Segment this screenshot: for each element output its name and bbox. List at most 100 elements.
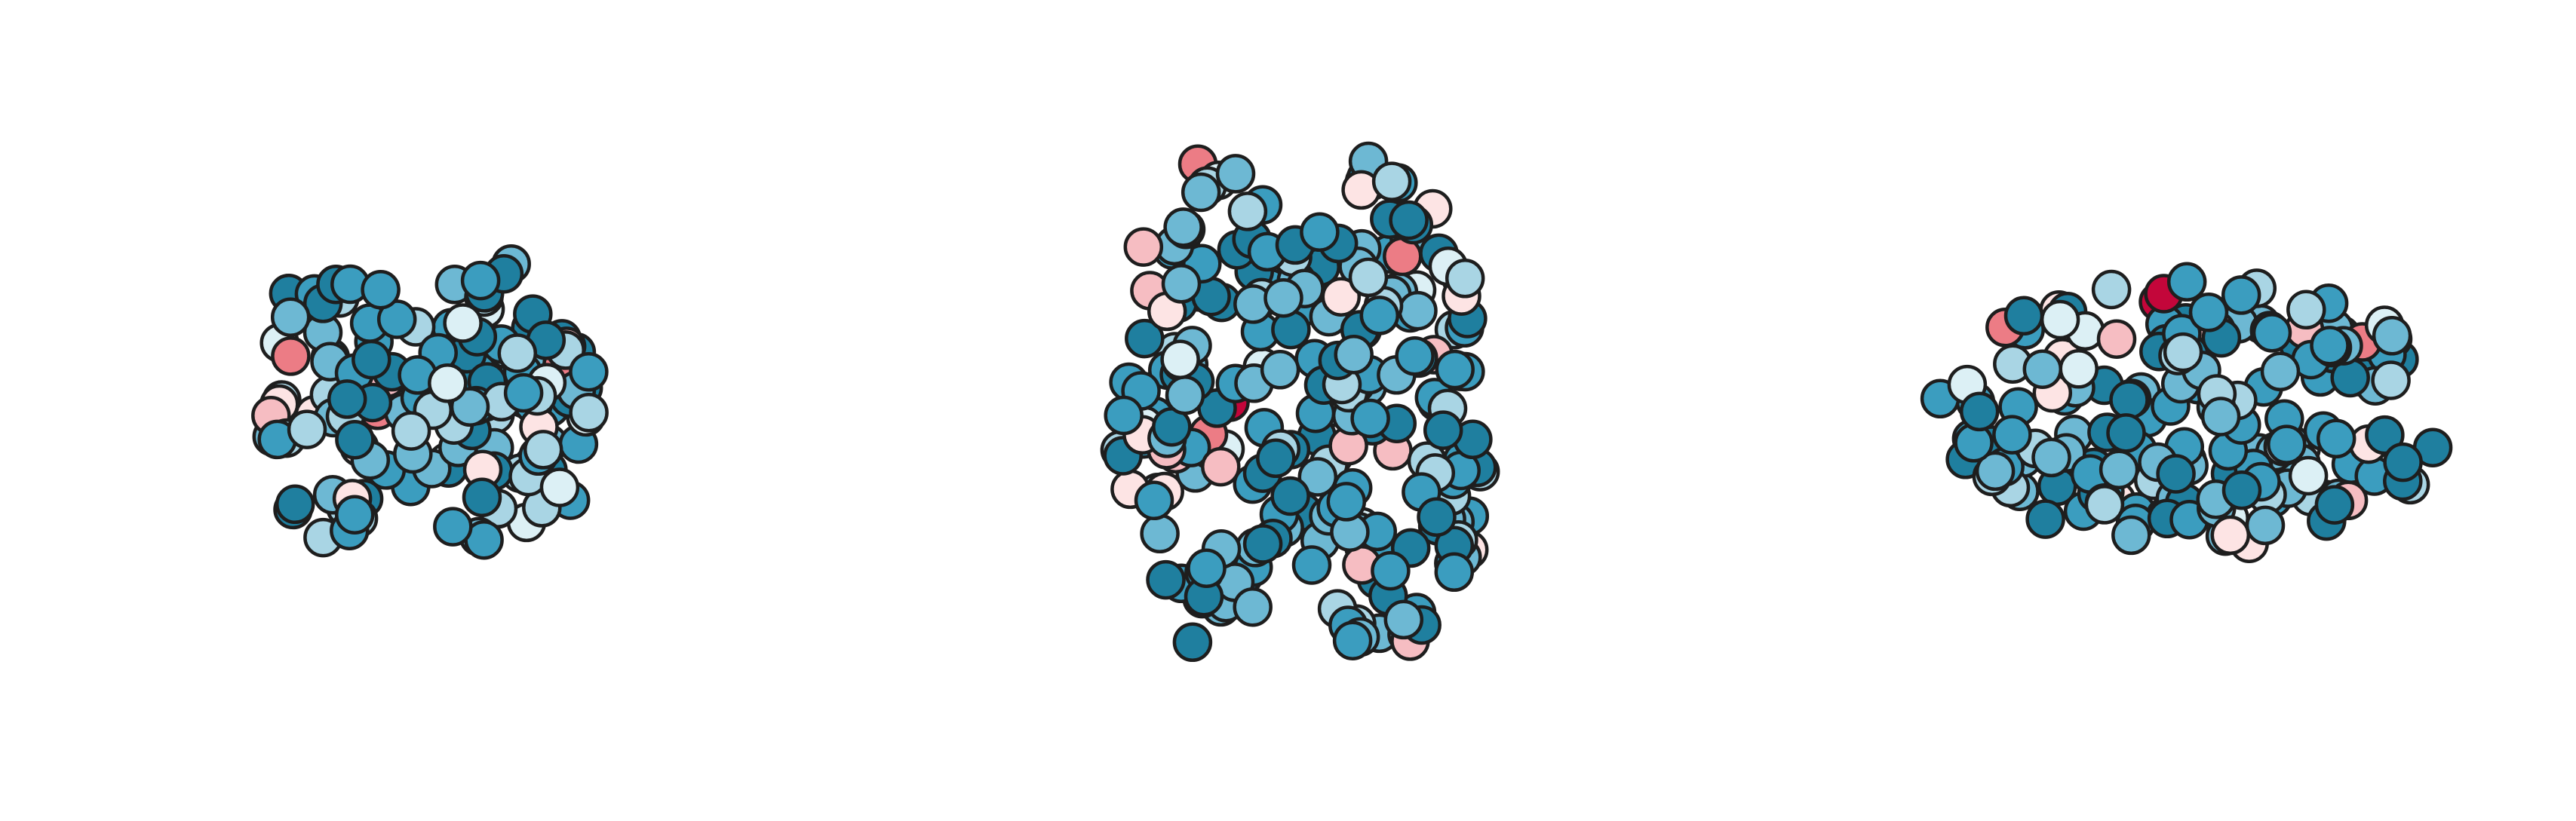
- node-marker: [2040, 299, 2080, 340]
- node-marker: [2188, 293, 2229, 332]
- node-marker: [1445, 259, 1485, 299]
- node-marker: [2267, 424, 2307, 464]
- node-marker: [2099, 449, 2139, 490]
- node-marker: [1348, 257, 1389, 298]
- node-marker: [1134, 480, 1174, 521]
- sagittal-view: [1920, 262, 2453, 563]
- node-marker: [2031, 437, 2071, 478]
- node-marker: [1395, 336, 1435, 376]
- node-marker: [428, 363, 468, 403]
- node-marker: [450, 387, 490, 427]
- node-marker: [1160, 339, 1200, 379]
- node-marker: [497, 333, 538, 373]
- node-marker: [1256, 438, 1296, 479]
- node-marker: [1104, 395, 1144, 436]
- node-marker: [462, 477, 502, 517]
- node-marker: [2372, 316, 2412, 356]
- node-marker: [2252, 313, 2292, 353]
- node-marker: [1215, 154, 1256, 194]
- axial-view: [1100, 141, 1500, 663]
- node-marker: [1181, 172, 1221, 213]
- node-marker: [1172, 622, 1213, 663]
- node-marker: [1291, 545, 1332, 585]
- node-marker: [2314, 485, 2355, 525]
- node-marker: [433, 507, 473, 547]
- node-marker: [1359, 296, 1400, 335]
- node-marker: [1423, 410, 1463, 450]
- node-marker: [1383, 599, 1424, 640]
- node-marker: [2109, 380, 2149, 420]
- node-marker: [1350, 398, 1390, 439]
- node-marker: [1975, 451, 2016, 492]
- node-marker: [1233, 587, 1273, 627]
- node-marker: [2156, 454, 2196, 494]
- node-marker: [391, 411, 431, 451]
- node-marker: [2111, 515, 2151, 556]
- node-marker: [352, 339, 391, 380]
- node-marker: [2371, 360, 2411, 400]
- node-marker: [2096, 319, 2137, 359]
- node-marker: [1125, 318, 1165, 359]
- node-marker: [275, 484, 315, 525]
- node-marker: [503, 372, 544, 413]
- node-marker: [1334, 335, 1374, 375]
- node-marker: [2221, 470, 2262, 510]
- node-marker: [335, 419, 375, 460]
- node-marker: [1146, 559, 1186, 600]
- node-marker: [1263, 277, 1303, 318]
- node-marker: [1321, 277, 1362, 317]
- node-marker: [460, 260, 501, 301]
- node-marker: [2210, 515, 2251, 556]
- node-marker: [1332, 620, 1373, 660]
- node-marker: [569, 392, 609, 433]
- node-marker: [1297, 457, 1338, 497]
- node-marker: [2084, 485, 2125, 525]
- node-marker: [1371, 550, 1411, 591]
- node-marker: [443, 303, 483, 343]
- node-marker: [1227, 191, 1268, 231]
- node-marker: [2286, 289, 2326, 330]
- node-marker: [1434, 552, 1475, 593]
- node-marker: [361, 269, 401, 310]
- node-marker: [1140, 513, 1180, 554]
- node-marker: [1187, 548, 1227, 588]
- node-marker: [2091, 269, 2132, 310]
- node-marker: [2059, 349, 2099, 389]
- node-marker: [287, 409, 327, 449]
- node-marker: [2166, 262, 2207, 302]
- node-marker: [1270, 476, 1310, 516]
- node-marker: [2106, 413, 2146, 453]
- node-marker: [2003, 296, 2044, 336]
- node-marker: [2288, 455, 2329, 496]
- node-marker: [2245, 505, 2286, 546]
- node-marker: [1165, 375, 1205, 415]
- node-marker: [2310, 326, 2350, 366]
- node-marker: [1417, 497, 1457, 538]
- node-marker: [2163, 332, 2203, 372]
- node-marker: [1992, 415, 2032, 455]
- node-marker: [1371, 161, 1412, 201]
- node-marker: [1300, 212, 1340, 253]
- node-marker: [1161, 264, 1202, 304]
- node-marker: [1435, 349, 1475, 390]
- node-marker: [2022, 349, 2063, 389]
- node-marker: [539, 467, 580, 507]
- node-marker: [523, 430, 563, 470]
- node-marker: [270, 297, 311, 337]
- node-marker: [1242, 524, 1283, 564]
- node-marker: [1398, 290, 1438, 331]
- node-marker: [1260, 350, 1300, 390]
- node-marker: [1389, 200, 1429, 240]
- node-marker: [1201, 446, 1241, 487]
- node-marker: [376, 299, 417, 339]
- node-marker: [2025, 499, 2065, 539]
- node-marker: [2316, 418, 2356, 459]
- coronal-view: [251, 244, 609, 560]
- node-marker: [2260, 351, 2301, 392]
- node-marker: [271, 336, 311, 376]
- node-marker: [327, 379, 367, 419]
- node-marker: [2383, 442, 2423, 482]
- node-marker: [1163, 207, 1203, 247]
- node-marker: [2221, 275, 2261, 315]
